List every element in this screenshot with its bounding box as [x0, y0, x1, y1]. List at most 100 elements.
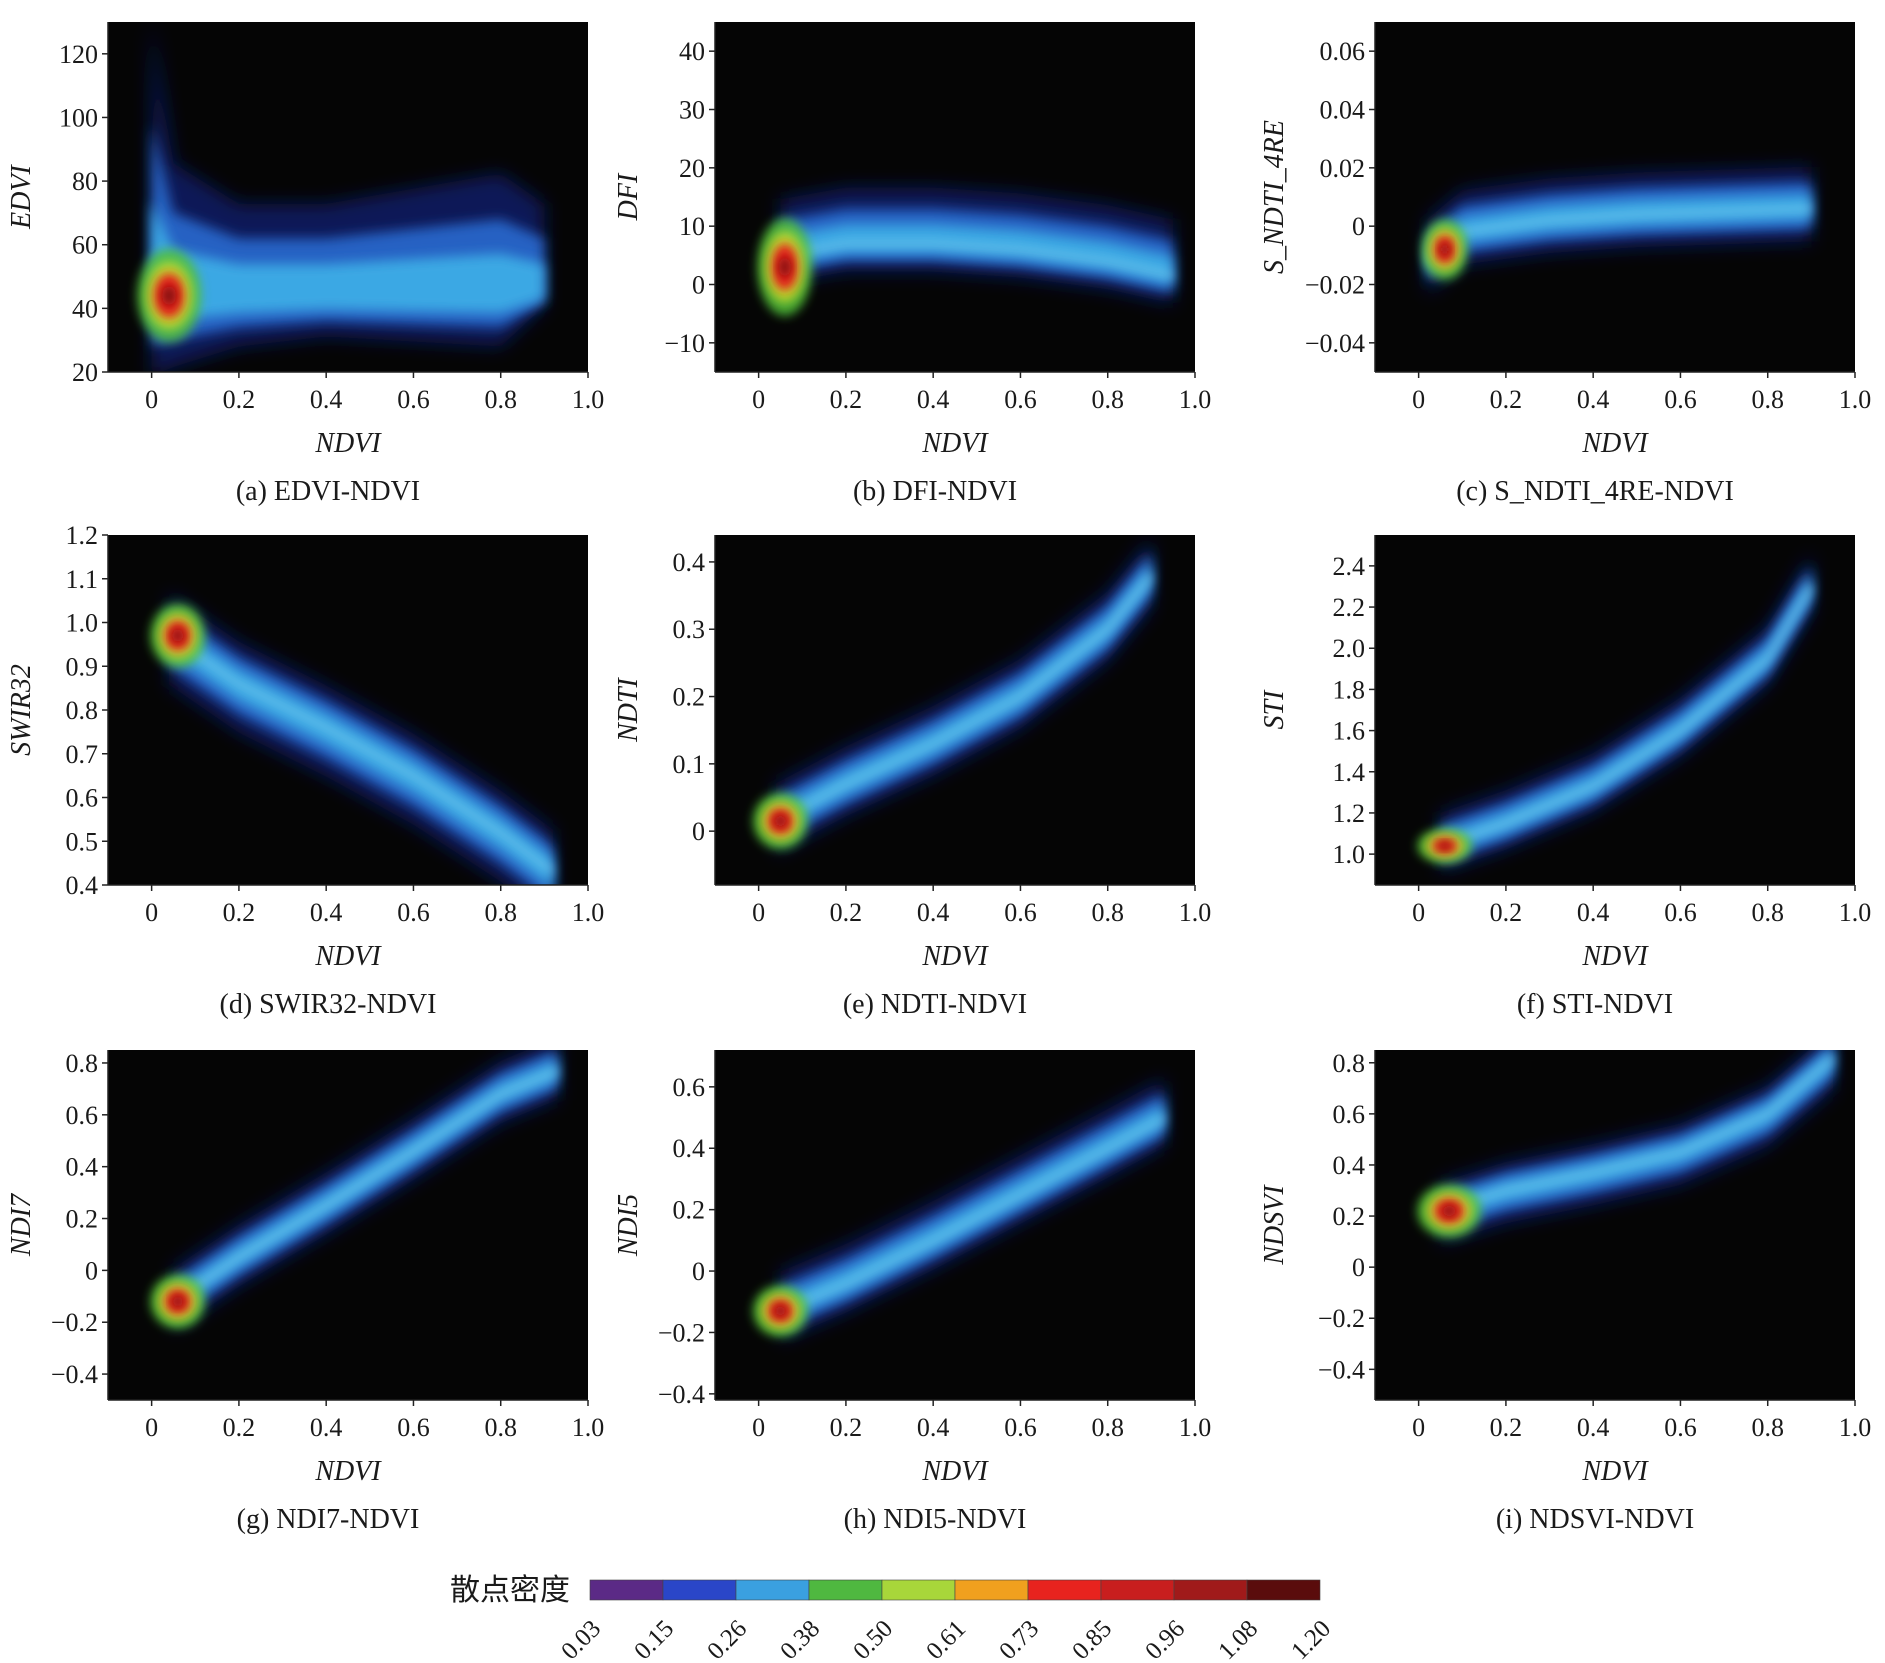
x-tick-label: 0.2 [1490, 898, 1523, 927]
y-tick-label: 0.9 [66, 652, 99, 681]
colorbar-tick-label: 0.38 [775, 1615, 825, 1663]
panel-caption: (d) SWIR32-NDVI [220, 989, 437, 1020]
y-tick-label: 120 [59, 40, 98, 69]
colorbar-swatch [1100, 1579, 1175, 1601]
x-tick-label: 0 [752, 1413, 765, 1442]
colorbar-tick-label: 1.20 [1286, 1615, 1336, 1663]
y-axis-label: NDTI [613, 676, 644, 742]
density-cloud [147, 578, 555, 885]
colorbar-swatch [1246, 1579, 1321, 1601]
x-tick-label: 0.8 [484, 385, 517, 414]
y-tick-label: 40 [679, 37, 705, 66]
y-tick-label: 0.4 [1333, 1151, 1366, 1180]
density-peak [1442, 1205, 1457, 1217]
y-tick-label: 0.4 [66, 871, 99, 900]
panel-caption: (f) STI-NDVI [1517, 989, 1673, 1020]
panel-4: 0 0.2 0.4 0.6 0.8 1.0 0.4 0.5 0.6 0.7 0.8 0.9 1.0 1.1… [6, 521, 604, 1020]
x-tick-label: 1.0 [1839, 385, 1872, 414]
x-tick-label: 0.6 [1664, 898, 1697, 927]
density-ridge [774, 573, 1154, 824]
colorbar-tick-label: 0.85 [1067, 1615, 1117, 1663]
y-axis-label: STI [1259, 689, 1290, 730]
y-tick-label: 0 [1352, 1253, 1365, 1282]
x-tick-label: 0.4 [917, 385, 950, 414]
y-tick-label: −0.2 [1318, 1304, 1365, 1333]
x-tick-label: 0.8 [484, 898, 517, 927]
x-axis-label: NDVI [921, 1456, 989, 1487]
y-axis-label: NDI5 [613, 1194, 644, 1257]
y-tick-label: 30 [679, 96, 705, 125]
y-tick-label: 1.0 [1333, 840, 1366, 869]
panel-caption: (g) NDI7-NDVI [237, 1504, 420, 1535]
y-tick-label: −0.4 [51, 1360, 98, 1389]
x-axis-label: NDVI [1581, 941, 1649, 972]
y-tick-label: −10 [664, 329, 705, 358]
y-tick-label: 2.4 [1333, 552, 1366, 581]
density-cloud [752, 537, 1154, 865]
y-tick-label: −0.04 [1305, 329, 1365, 358]
panel-9: 0 0.2 0.4 0.6 0.8 1.0 −0.4 −0.2 0 0.2 0.4 0.6 0.8 NDV… [1259, 1049, 1871, 1535]
x-tick-label: 0.2 [223, 385, 256, 414]
y-tick-label: 0.4 [673, 1134, 706, 1163]
panel-7: 0 0.2 0.4 0.6 0.8 1.0 −0.4 −0.2 0 0.2 0.4 0.6 0.8 NDV… [6, 1049, 604, 1535]
x-tick-label: 0.8 [484, 1413, 517, 1442]
x-tick-label: 0.4 [917, 1413, 950, 1442]
x-tick-label: 0.4 [1577, 1413, 1610, 1442]
x-tick-label: 0.8 [1751, 385, 1784, 414]
x-axis-label: NDVI [314, 428, 382, 459]
x-tick-label: 0 [752, 385, 765, 414]
density-ridge [1439, 585, 1814, 849]
x-tick-label: 1.0 [572, 385, 605, 414]
x-tick-label: 1.0 [1179, 898, 1212, 927]
x-tick-label: 0 [1412, 1413, 1425, 1442]
x-axis-label: NDVI [921, 428, 989, 459]
density-peak [778, 256, 791, 278]
colorbar-swatch [735, 1579, 810, 1601]
density-cloud [1414, 1050, 1835, 1319]
x-tick-label: 0.6 [1664, 1413, 1697, 1442]
x-axis-label: NDVI [1581, 1456, 1649, 1487]
density-cloud [147, 1050, 559, 1331]
y-tick-label: 0.6 [673, 1073, 706, 1102]
y-tick-label: 0.2 [673, 683, 706, 712]
x-tick-label: 0.2 [1490, 385, 1523, 414]
y-tick-label: 1.0 [66, 609, 99, 638]
y-tick-label: 2.0 [1333, 634, 1366, 663]
y-tick-label: 20 [679, 154, 705, 183]
y-tick-label: 0.2 [673, 1196, 706, 1225]
colorbar-tick-label: 0.61 [921, 1615, 971, 1663]
panel-caption: (c) S_NDTI_4RE-NDVI [1456, 476, 1734, 507]
x-tick-label: 0 [752, 898, 765, 927]
y-tick-label: −0.4 [658, 1380, 705, 1409]
y-tick-label: 0 [1352, 212, 1365, 241]
y-tick-label: 0.4 [66, 1153, 99, 1182]
y-tick-label: 1.2 [1333, 799, 1366, 828]
colorbar-swatch [881, 1579, 956, 1601]
density-band-inner [151, 201, 545, 324]
colorbar-title: 散点密度 [450, 1574, 570, 1607]
density-cloud [137, 22, 545, 372]
y-tick-label: −0.02 [1305, 271, 1365, 300]
density-ridge [779, 1115, 1166, 1314]
y-tick-label: 0.4 [673, 548, 706, 577]
y-tick-label: 0.8 [66, 1049, 99, 1078]
y-tick-label: 0.3 [673, 615, 706, 644]
y-tick-label: 0.6 [66, 1101, 99, 1130]
density-peak [774, 1305, 787, 1317]
y-axis-label: DFI [613, 172, 644, 221]
panel-1: 0 0.2 0.4 0.6 0.8 1.0 20 40 60 80 100 120 NDVI EDVI (a… [6, 22, 605, 507]
density-cloud [752, 1078, 1166, 1341]
x-tick-label: 0.4 [310, 385, 343, 414]
density-band-inner [1440, 575, 1812, 855]
x-axis-label: NDVI [1581, 428, 1649, 459]
y-tick-label: 20 [72, 358, 98, 387]
y-tick-label: 1.4 [1333, 758, 1366, 787]
y-tick-label: 0.2 [66, 1205, 99, 1234]
y-tick-label: 0.06 [1320, 37, 1366, 66]
y-tick-label: 0.6 [1333, 1100, 1366, 1129]
colorbar-tick-label: 1.08 [1213, 1615, 1263, 1663]
x-tick-label: 0.6 [397, 385, 430, 414]
density-ridge [172, 1068, 559, 1304]
panel-caption: (e) NDTI-NDVI [843, 989, 1027, 1020]
